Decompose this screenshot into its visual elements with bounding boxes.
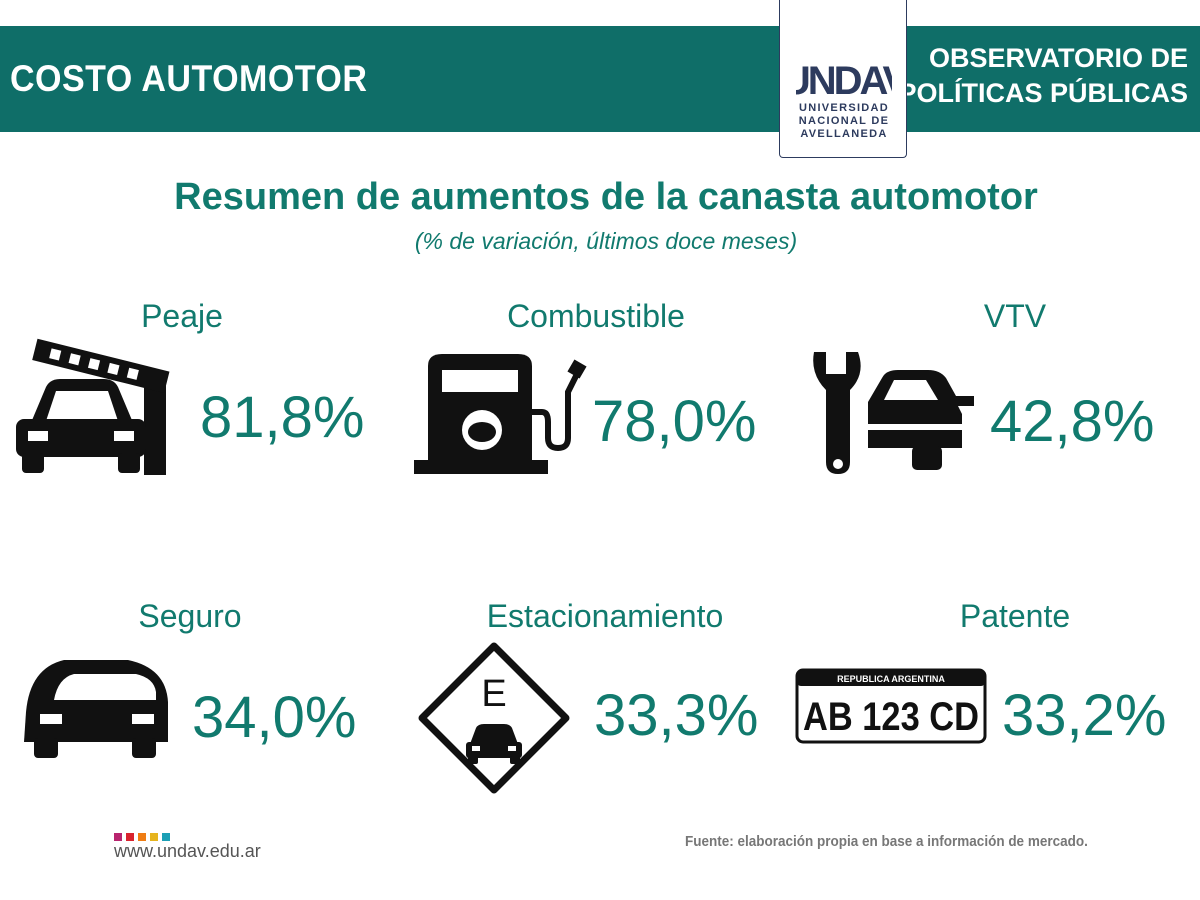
wrench-car-icon bbox=[813, 352, 974, 474]
item-label-peaje: Peaje bbox=[141, 298, 223, 334]
item-value-patente: 33,2% bbox=[1002, 683, 1167, 748]
header-org-name: OBSERVATORIO DE POLÍTICAS PÚBLICAS bbox=[888, 41, 1188, 111]
item-value-combustible: 78,0% bbox=[592, 389, 757, 454]
footer-dot-3 bbox=[138, 833, 146, 841]
header-org-line2: POLÍTICAS PÚBLICAS bbox=[898, 78, 1188, 108]
plate-number-text: AB 123 CD bbox=[803, 695, 979, 739]
undav-logo-text: UNDAV bbox=[796, 59, 892, 100]
header-title: COSTO AUTOMOTOR bbox=[10, 58, 368, 99]
fuel-pump-icon bbox=[414, 354, 587, 474]
item-label-patente: Patente bbox=[959, 598, 1071, 634]
license-plate-icon: REPUBLICA ARGENTINA AB 123 CD bbox=[795, 668, 987, 744]
footer-url[interactable]: www.undav.edu.ar bbox=[114, 841, 261, 861]
footer-source-note: Fuente: elaboración propia en base a inf… bbox=[685, 833, 1088, 850]
undav-logo: UNDAV UNIVERSIDAD NACIONAL DE AVELLANEDA bbox=[779, 0, 907, 158]
car-insurance-icon bbox=[24, 660, 168, 758]
header-bar: COSTO AUTOMOTOR OBSERVATORIO DE POLÍTICA… bbox=[0, 26, 1200, 132]
item-value-peaje: 81,8% bbox=[200, 385, 365, 450]
footer-dot-4 bbox=[150, 833, 158, 841]
logo-line-1: UNIVERSIDAD bbox=[798, 102, 890, 114]
item-label-estacionamiento: Estacionamiento bbox=[486, 598, 724, 634]
undav-logo-caption: UNIVERSIDAD NACIONAL DE AVELLANEDA bbox=[780, 102, 908, 141]
item-value-vtv: 42,8% bbox=[990, 389, 1155, 454]
undav-logo-mark: UNDAV bbox=[796, 59, 892, 100]
item-label-combustible: Combustible bbox=[507, 298, 685, 334]
header-org-line1: OBSERVATORIO DE bbox=[928, 43, 1188, 73]
page-title: Resumen de aumentos de la canasta automo… bbox=[174, 176, 1038, 218]
logo-line-2: NACIONAL DE bbox=[798, 115, 890, 127]
footer-dot-2 bbox=[126, 833, 134, 841]
footer-color-dots bbox=[114, 828, 174, 841]
item-value-estacionamiento: 33,3% bbox=[594, 683, 759, 748]
item-label-seguro: Seguro bbox=[138, 598, 242, 634]
footer-dot-1 bbox=[114, 833, 122, 841]
footer-dot-5 bbox=[162, 833, 170, 841]
parking-sign-icon: E bbox=[418, 642, 570, 794]
item-value-seguro: 34,0% bbox=[192, 685, 357, 750]
plate-country-text: REPUBLICA ARGENTINA bbox=[837, 674, 945, 684]
page-subtitle: (% de variación, últimos doce meses) bbox=[414, 228, 798, 254]
logo-line-3: AVELLANEDA bbox=[800, 128, 888, 140]
svg-text:E: E bbox=[481, 673, 506, 715]
item-label-vtv: VTV bbox=[983, 298, 1047, 334]
toll-barrier-car-icon bbox=[16, 338, 170, 475]
